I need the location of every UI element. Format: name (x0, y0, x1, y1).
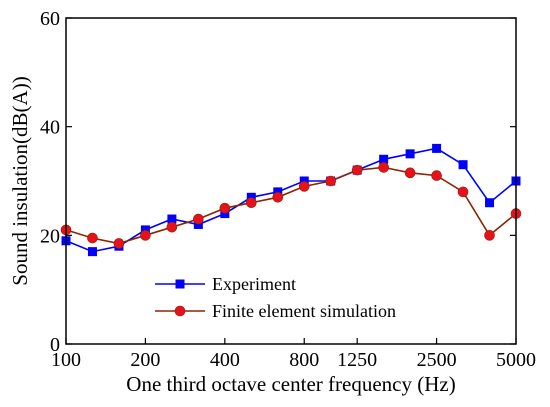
data-point-circle (404, 167, 416, 179)
legend-marker-circle (174, 305, 186, 317)
y-axis-label: Sound insulation(dB(A)) (8, 76, 32, 285)
x-tick-label: 2500 (417, 349, 457, 371)
data-point-square (458, 160, 468, 170)
y-tick-label: 60 (40, 8, 60, 30)
data-point-circle (193, 213, 204, 225)
legend-marker-square (175, 279, 185, 289)
data-point-circle (272, 192, 284, 203)
x-tick-label: 400 (210, 349, 240, 371)
data-point-square (432, 143, 442, 153)
y-tick-label: 20 (40, 225, 60, 247)
data-point-circle (298, 181, 310, 192)
data-point-square (485, 198, 495, 208)
series-line (65, 147, 517, 253)
legend: Experiment Finite element simulation (155, 274, 396, 321)
x-tick-label: 800 (289, 349, 319, 371)
data-point-circle (87, 232, 98, 244)
data-point-circle (457, 186, 469, 198)
y-tick-label: 40 (40, 117, 60, 139)
tick-marks (65, 17, 517, 345)
x-tick-label: 5000 (496, 349, 536, 371)
data-point-circle (245, 197, 257, 209)
data-point-circle (378, 162, 389, 173)
x-tick-label: 1250 (337, 349, 377, 371)
data-point-square (140, 225, 150, 235)
data-point-square (273, 187, 283, 197)
data-point-square (87, 247, 97, 257)
data-point-square (220, 209, 230, 219)
data-point-circle (166, 221, 178, 233)
series-line (65, 166, 517, 245)
data-point-circle (431, 170, 442, 181)
data-point-square (379, 154, 389, 164)
data-point-circle (351, 164, 363, 176)
data-point-circle (219, 202, 231, 214)
x-tick-labels: 100 200 400 800 1250 2500 5000 (51, 349, 536, 371)
data-point-circle (140, 230, 151, 241)
y-tick-label: 0 (50, 334, 60, 356)
x-tick-label: 200 (130, 349, 160, 371)
x-tick-label: 100 (51, 349, 81, 371)
data-point-square (299, 176, 309, 186)
y-tick-labels: 0 20 40 60 (40, 8, 60, 356)
legend-label: Experiment (212, 274, 296, 294)
legend-label: Finite element simulation (212, 301, 396, 321)
plot-area-frame (65, 17, 517, 345)
data-point-square (405, 149, 415, 159)
data-point-square (246, 192, 256, 202)
data-point-circle (325, 175, 337, 187)
series-layer (60, 143, 522, 257)
x-axis-label: One third octave center frequency (Hz) (126, 372, 455, 396)
data-point-square (167, 214, 177, 224)
data-point-square (193, 219, 203, 229)
data-point-circle (484, 230, 495, 241)
data-point-circle (113, 238, 125, 249)
